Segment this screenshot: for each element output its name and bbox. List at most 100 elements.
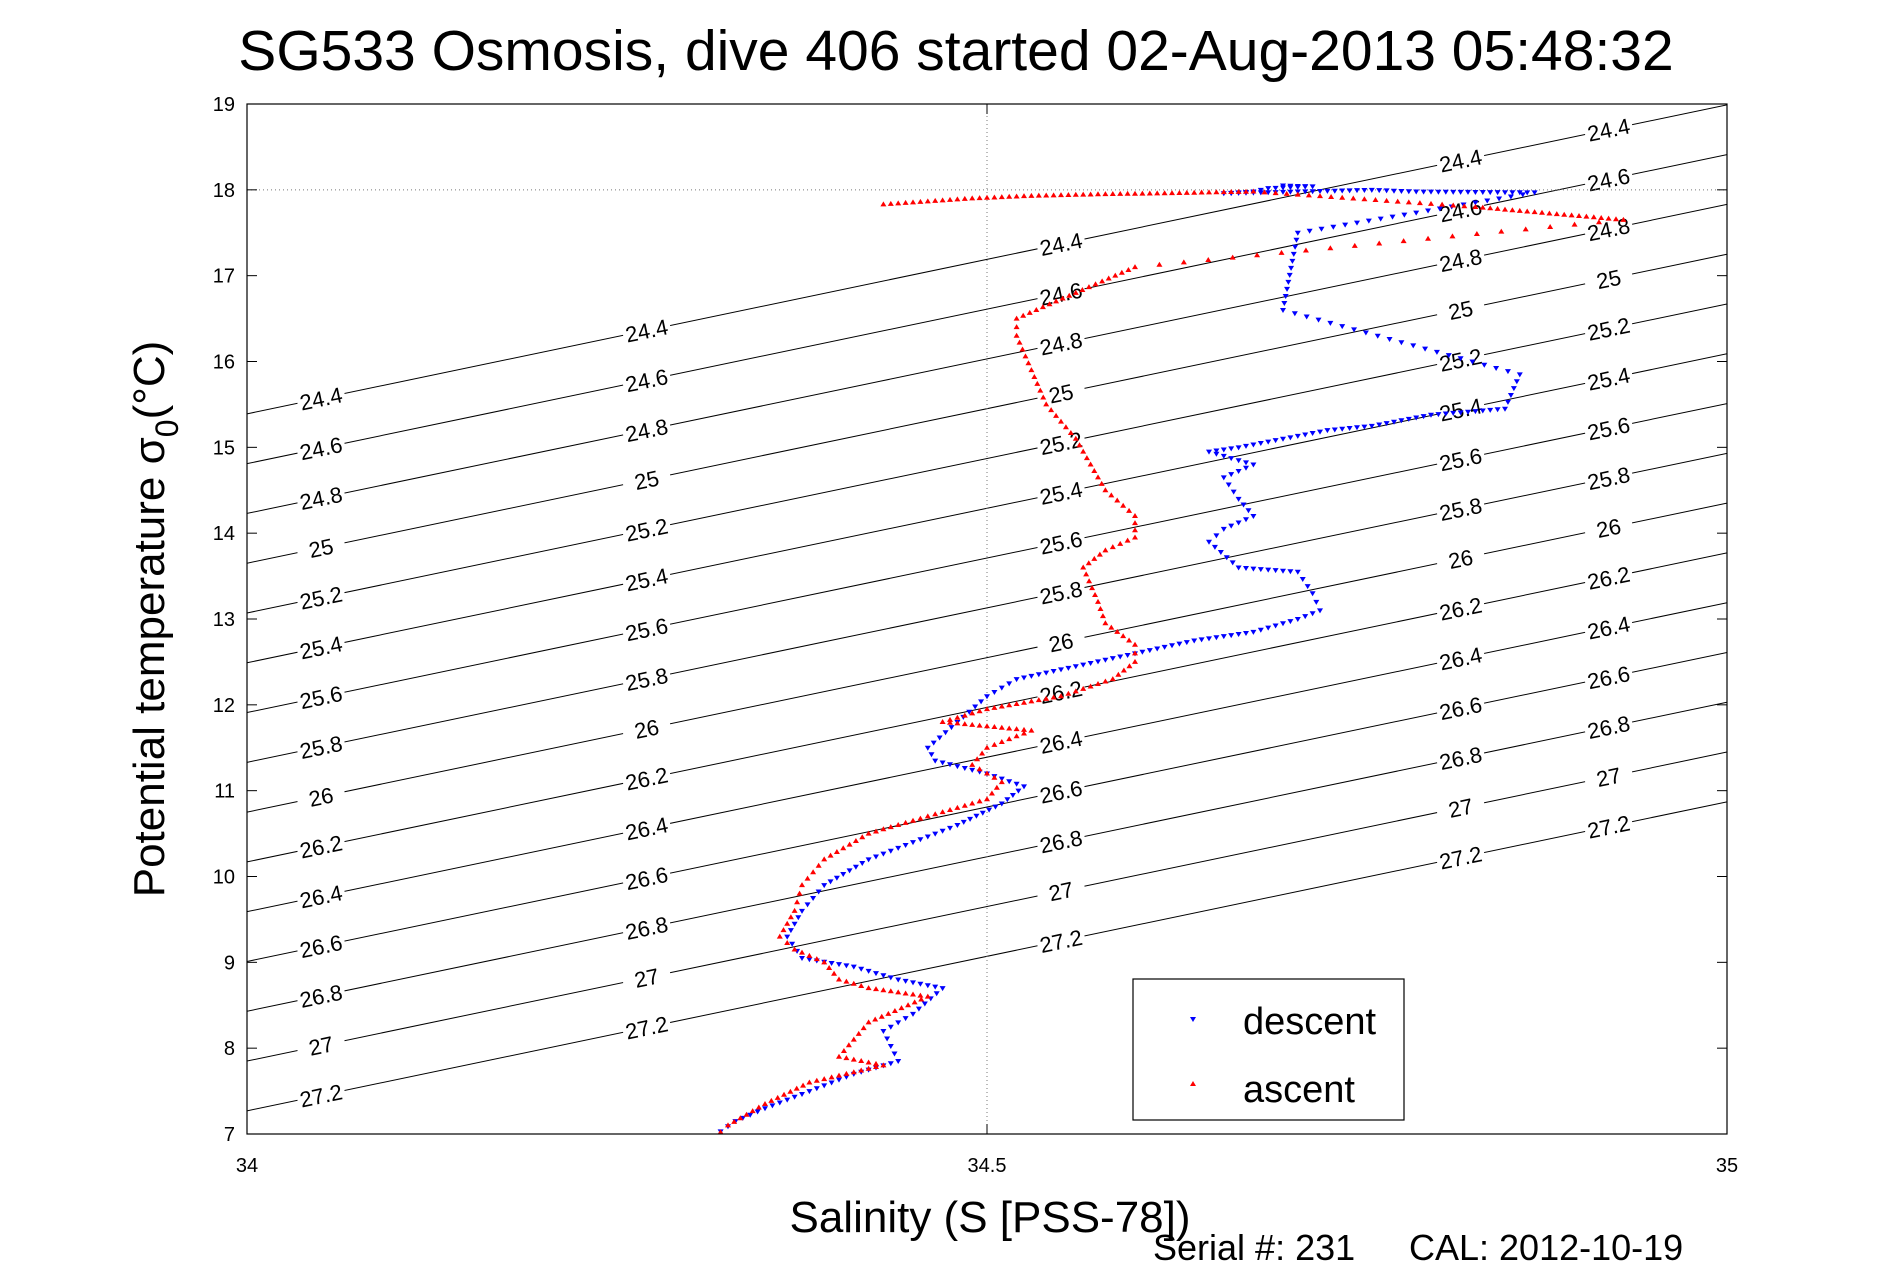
ascent-point-interp	[954, 804, 961, 810]
contour-label-background	[294, 828, 348, 865]
contour-label-background	[620, 661, 673, 697]
contour-label: 24.6	[1437, 194, 1484, 227]
descent-point-interp	[902, 1016, 909, 1022]
ascent-point-interp	[1021, 193, 1027, 199]
ascent-point-interp	[784, 920, 791, 926]
descent-point-interp	[1302, 189, 1309, 195]
ascent-point-interp	[1509, 207, 1516, 213]
descent-point-interp	[1507, 392, 1514, 398]
contour-label: 24.4	[623, 314, 670, 347]
descent-point	[1206, 449, 1212, 455]
contour-label: 24.8	[298, 482, 345, 515]
descent-point-interp	[1435, 189, 1442, 195]
descent-point-interp	[806, 957, 813, 963]
descent-point-interp	[1250, 442, 1257, 448]
isopycnal-line	[247, 104, 1727, 415]
descent-point-interp	[1282, 293, 1289, 299]
descent-point	[1250, 514, 1257, 519]
descent-point-interp	[973, 813, 980, 819]
descent-point-interp	[1327, 320, 1334, 326]
ascent-point-interp	[1605, 215, 1612, 221]
contour-label-background	[294, 1027, 348, 1064]
descent-point-interp	[1015, 788, 1022, 794]
descent-point	[1294, 230, 1301, 236]
contour-label: 26.6	[1437, 692, 1484, 725]
contour-label-background	[294, 380, 348, 417]
descent-point-interp	[836, 1077, 842, 1083]
descent-point-interp	[791, 921, 798, 927]
descent-point-interp	[1286, 272, 1293, 278]
descent-point-interp	[1324, 188, 1331, 194]
ascent-point-interp	[1531, 209, 1538, 215]
contour-label-background	[620, 810, 673, 846]
descent-point-interp	[1362, 330, 1369, 336]
ascent-point-interp	[1026, 309, 1033, 315]
descent-point	[784, 934, 791, 940]
descent-point-interp	[1220, 447, 1227, 453]
ascent-point-interp	[850, 1069, 857, 1075]
y-tick-label: 9	[224, 952, 235, 974]
descent-point-interp	[1309, 431, 1316, 437]
descent-point-interp	[1516, 190, 1523, 196]
ascent-point-interp	[1305, 192, 1312, 198]
contour-label: 24.8	[1038, 327, 1085, 360]
ascent-point	[880, 201, 887, 207]
contour-label-background	[1582, 659, 1635, 695]
descent-point-interp	[986, 807, 993, 813]
contour-label-background	[620, 1009, 673, 1046]
descent-point-interp	[1504, 399, 1511, 405]
ascent-point-interp	[976, 708, 983, 714]
contour-label: 27.2	[1585, 810, 1632, 843]
ascent-point-interp	[731, 1118, 738, 1124]
ascent-point-interp	[865, 1059, 872, 1065]
ascent-point-interp	[821, 1076, 828, 1082]
descent-point-interp	[1377, 216, 1384, 222]
ascent-point-interp	[1099, 613, 1106, 619]
contour-label: 27.2	[298, 1079, 345, 1112]
ascent-point	[799, 882, 805, 888]
descent-point-interp	[1494, 407, 1501, 413]
contour-label-background	[620, 312, 673, 349]
ascent-point	[1161, 190, 1168, 196]
ascent-point-interp	[873, 828, 879, 834]
ascent-point	[821, 959, 828, 965]
descent-point-interp	[1243, 517, 1249, 523]
ascent-point-interp	[1139, 190, 1146, 196]
descent-point-interp	[1050, 669, 1057, 675]
descent-point-interp	[895, 845, 902, 851]
descent-point-interp	[1457, 410, 1464, 416]
descent-point-interp	[1225, 482, 1232, 488]
descent-point	[895, 1059, 902, 1065]
descent-point-interp	[1383, 421, 1390, 427]
ascent-point-interp	[954, 196, 961, 202]
contour-label: 24.4	[1437, 144, 1484, 177]
ascent-point	[1028, 727, 1035, 733]
ascent-point-interp	[910, 991, 916, 997]
ascent-point-interp	[1461, 203, 1468, 209]
ascent-point-interp	[843, 1070, 850, 1076]
ascent-point	[1028, 192, 1035, 198]
ascent-point-interp	[895, 822, 902, 827]
contour-label: 27	[1446, 793, 1475, 822]
y-tick-label: 12	[213, 695, 235, 717]
ascent-point-interp	[1117, 190, 1124, 196]
descent-point-interp	[1257, 627, 1264, 633]
descent-point-interp	[1420, 189, 1427, 195]
ascent-point-interp	[895, 200, 902, 206]
contour-label: 25.4	[1038, 477, 1085, 510]
y-tick-label: 13	[213, 609, 235, 631]
ascent-point-interp	[887, 824, 894, 830]
ascent-point-interp	[917, 815, 924, 821]
ascent-point-interp	[831, 970, 838, 976]
descent-point	[1309, 591, 1316, 597]
ascent-point-interp	[969, 710, 976, 716]
serial-number: Serial #: 231	[1153, 1227, 1355, 1262]
contour-label: 25	[307, 534, 336, 563]
ascent-point	[1109, 676, 1116, 682]
descent-point-interp	[843, 1074, 850, 1080]
descent-point-interp	[932, 831, 939, 837]
ascent-point-interp	[1016, 339, 1023, 345]
descent-point-interp	[1354, 188, 1360, 194]
contour-label: 26	[1446, 544, 1475, 573]
ascent-point-interp	[984, 723, 990, 729]
